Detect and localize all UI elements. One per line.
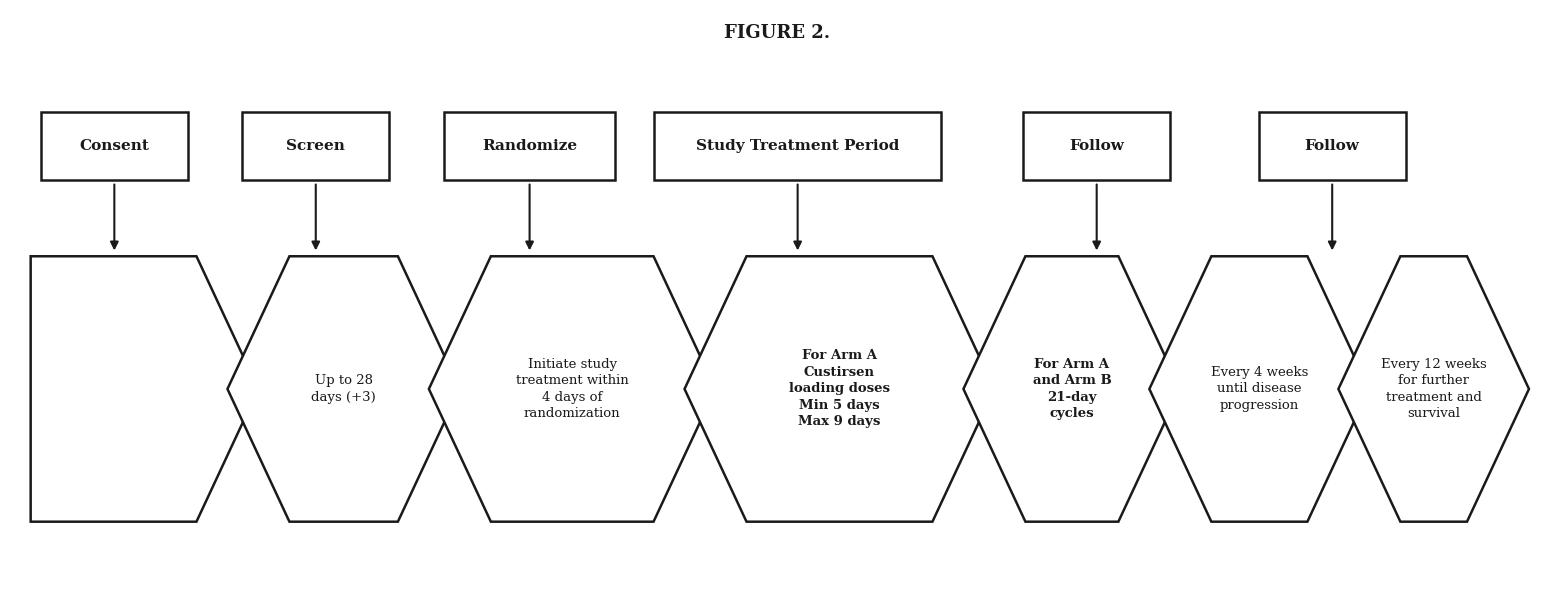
Text: Consent: Consent (79, 139, 149, 153)
FancyBboxPatch shape (655, 111, 941, 180)
Polygon shape (684, 256, 994, 522)
Polygon shape (1149, 256, 1370, 522)
Text: Every 12 weeks
for further
treatment and
survival: Every 12 weeks for further treatment and… (1381, 358, 1487, 420)
FancyBboxPatch shape (1258, 111, 1406, 180)
Text: For Arm A
Custirsen
loading doses
Min 5 days
Max 9 days: For Arm A Custirsen loading doses Min 5 … (788, 350, 889, 429)
Polygon shape (429, 256, 715, 522)
FancyBboxPatch shape (1023, 111, 1171, 180)
Text: Up to 28
days (+3): Up to 28 days (+3) (311, 374, 376, 404)
FancyBboxPatch shape (40, 111, 188, 180)
Text: Initiate study
treatment within
4 days of
randomization: Initiate study treatment within 4 days o… (516, 358, 628, 420)
Text: Every 4 weeks
until disease
progression: Every 4 weeks until disease progression (1211, 366, 1308, 412)
Text: Follow: Follow (1070, 139, 1124, 153)
FancyBboxPatch shape (243, 111, 389, 180)
Polygon shape (31, 256, 258, 522)
FancyBboxPatch shape (445, 111, 614, 180)
Text: For Arm A
and Arm B
21-day
cycles: For Arm A and Arm B 21-day cycles (1033, 358, 1112, 420)
Polygon shape (1339, 256, 1529, 522)
Polygon shape (964, 256, 1180, 522)
Text: Randomize: Randomize (482, 139, 577, 153)
Polygon shape (227, 256, 460, 522)
Text: FIGURE 2.: FIGURE 2. (725, 23, 830, 42)
Text: Follow: Follow (1305, 139, 1359, 153)
Text: Screen: Screen (286, 139, 345, 153)
Text: Study Treatment Period: Study Treatment Period (697, 139, 899, 153)
